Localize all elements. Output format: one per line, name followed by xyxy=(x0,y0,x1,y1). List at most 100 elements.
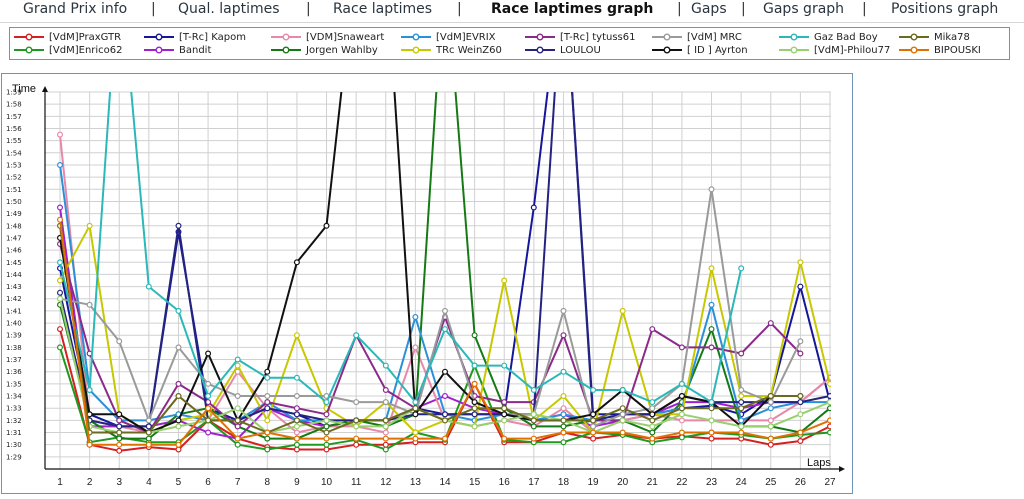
data-point[interactable] xyxy=(560,307,567,314)
data-point[interactable] xyxy=(175,380,182,387)
data-point[interactable] xyxy=(264,405,271,412)
data-point[interactable] xyxy=(353,435,360,442)
data-point[interactable] xyxy=(145,435,152,442)
data-point[interactable] xyxy=(116,441,123,448)
nav-gaps[interactable]: Gaps xyxy=(691,1,727,17)
data-point[interactable] xyxy=(442,307,449,314)
data-point[interactable] xyxy=(234,441,241,448)
data-point[interactable] xyxy=(797,438,804,445)
data-point[interactable] xyxy=(353,417,360,424)
data-point[interactable] xyxy=(175,446,182,453)
data-point[interactable] xyxy=(530,411,537,418)
data-point[interactable] xyxy=(797,411,804,418)
legend-item-trc-weinz60[interactable]: TRc WeinZ60 xyxy=(400,43,502,57)
data-point[interactable] xyxy=(353,441,360,448)
data-point[interactable] xyxy=(649,405,656,412)
data-point[interactable] xyxy=(738,265,745,272)
data-point[interactable] xyxy=(649,417,656,424)
data-point[interactable] xyxy=(234,362,241,369)
data-point[interactable] xyxy=(442,411,449,418)
data-point[interactable] xyxy=(412,314,419,321)
data-point[interactable] xyxy=(382,387,389,394)
data-point[interactable] xyxy=(560,393,567,400)
data-point[interactable] xyxy=(442,435,449,442)
data-point[interactable] xyxy=(590,387,597,394)
data-point[interactable] xyxy=(678,405,685,412)
data-point[interactable] xyxy=(649,423,656,430)
data-point[interactable] xyxy=(560,405,567,412)
data-point[interactable] xyxy=(116,435,123,442)
data-point[interactable] xyxy=(560,417,567,424)
data-point[interactable] xyxy=(116,447,123,454)
data-point[interactable] xyxy=(501,277,508,284)
data-point[interactable] xyxy=(116,338,123,345)
data-point[interactable] xyxy=(293,417,300,424)
data-point[interactable] xyxy=(412,344,419,351)
data-point[interactable] xyxy=(797,429,804,436)
data-point[interactable] xyxy=(767,393,774,400)
data-point[interactable] xyxy=(145,429,152,436)
legend-item-loulou[interactable]: LOULOU xyxy=(524,43,601,57)
data-point[interactable] xyxy=(145,423,152,430)
data-point[interactable] xyxy=(234,356,241,363)
data-point[interactable] xyxy=(175,222,182,229)
data-point[interactable] xyxy=(767,417,774,424)
data-point[interactable] xyxy=(56,344,63,351)
data-point[interactable] xyxy=(501,405,508,412)
data-point[interactable] xyxy=(738,399,745,406)
data-point[interactable] xyxy=(293,405,300,412)
data-point[interactable] xyxy=(56,161,63,168)
legend-item-vdm-mrc[interactable]: [VdM] MRC xyxy=(651,30,742,44)
legend-item-mika78[interactable]: Mika78 xyxy=(898,30,970,44)
data-point[interactable] xyxy=(86,301,93,308)
data-point[interactable] xyxy=(323,423,330,430)
data-point[interactable] xyxy=(145,283,152,290)
data-point[interactable] xyxy=(708,405,715,412)
data-point[interactable] xyxy=(560,423,567,430)
data-point[interactable] xyxy=(234,423,241,430)
data-point[interactable] xyxy=(560,439,567,446)
data-point[interactable] xyxy=(471,332,478,339)
data-point[interactable] xyxy=(205,380,212,387)
data-point[interactable] xyxy=(678,429,685,436)
data-point[interactable] xyxy=(619,387,626,394)
data-point[interactable] xyxy=(678,344,685,351)
data-point[interactable] xyxy=(56,289,63,296)
data-point[interactable] xyxy=(619,429,626,436)
data-point[interactable] xyxy=(530,387,537,394)
data-point[interactable] xyxy=(649,411,656,418)
data-point[interactable] xyxy=(501,399,508,406)
data-point[interactable] xyxy=(264,429,271,436)
data-point[interactable] xyxy=(56,131,63,138)
nav-race-laptimes-graph[interactable]: Race laptimes graph xyxy=(491,1,654,17)
data-point[interactable] xyxy=(442,326,449,333)
data-point[interactable] xyxy=(827,417,833,424)
data-point[interactable] xyxy=(323,441,330,448)
data-point[interactable] xyxy=(175,307,182,314)
data-point[interactable] xyxy=(234,417,241,424)
data-point[interactable] xyxy=(471,405,478,412)
data-point[interactable] xyxy=(323,411,330,418)
data-point[interactable] xyxy=(619,411,626,418)
data-point[interactable] xyxy=(264,399,271,406)
data-point[interactable] xyxy=(234,435,241,442)
data-point[interactable] xyxy=(767,423,774,430)
data-point[interactable] xyxy=(264,446,271,453)
data-point[interactable] xyxy=(501,362,508,369)
data-point[interactable] xyxy=(353,399,360,406)
nav-gaps-graph[interactable]: Gaps graph xyxy=(763,1,845,17)
data-point[interactable] xyxy=(442,368,449,375)
data-point[interactable] xyxy=(471,380,478,387)
data-point[interactable] xyxy=(175,344,182,351)
data-point[interactable] xyxy=(86,222,93,229)
data-point[interactable] xyxy=(293,441,300,448)
data-point[interactable] xyxy=(293,411,300,418)
data-point[interactable] xyxy=(708,326,715,333)
data-point[interactable] xyxy=(619,417,626,424)
legend-item-t-rc-kapom[interactable]: [T-Rc] Kapom xyxy=(143,30,246,44)
data-point[interactable] xyxy=(738,423,745,430)
data-point[interactable] xyxy=(827,405,833,412)
data-point[interactable] xyxy=(471,399,478,406)
data-point[interactable] xyxy=(293,374,300,381)
data-point[interactable] xyxy=(797,338,804,345)
